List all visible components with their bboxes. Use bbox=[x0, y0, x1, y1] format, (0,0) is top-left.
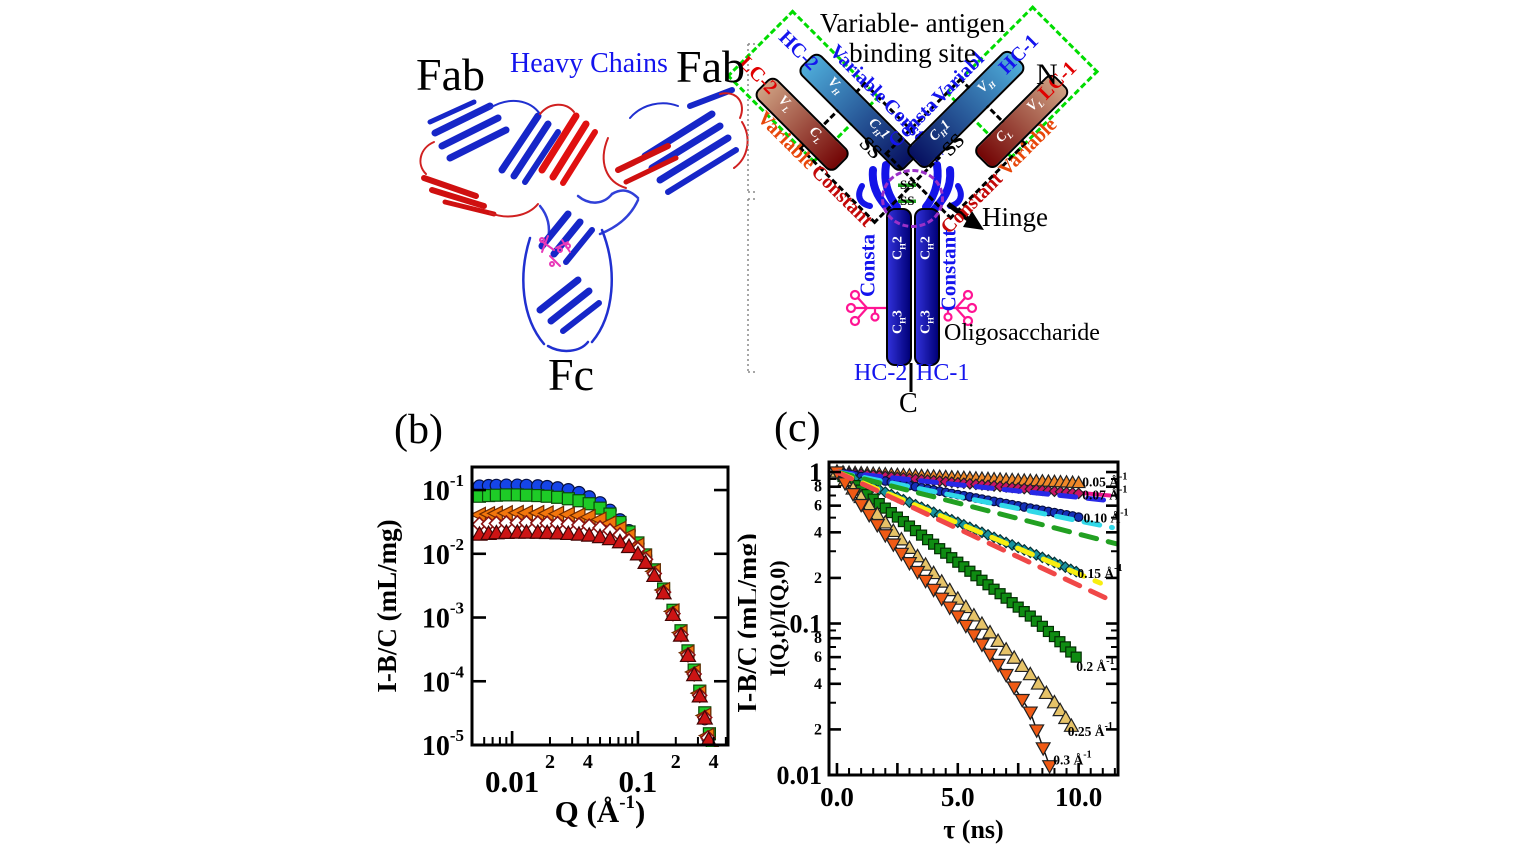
svg-text:8: 8 bbox=[814, 630, 822, 647]
schematic-title: Variable- antigen binding site bbox=[790, 8, 1035, 68]
hinge-arrow bbox=[946, 202, 984, 230]
heavy-chains-label: Heavy Chains bbox=[510, 48, 668, 79]
svg-text:8: 8 bbox=[814, 479, 822, 496]
ch2-domain-label: CH2 bbox=[918, 236, 936, 260]
svg-text:4: 4 bbox=[814, 676, 822, 693]
ch2-domain-label: CH2 bbox=[890, 236, 908, 260]
hc1-bottom-label: HC-1 bbox=[916, 360, 970, 386]
svg-text:1: 1 bbox=[809, 458, 822, 487]
hinge-label: Hinge bbox=[982, 202, 1048, 232]
fab-left-label: Fab bbox=[416, 49, 485, 100]
svg-text:4: 4 bbox=[583, 751, 593, 773]
cl-domain-label: CL bbox=[806, 123, 824, 147]
schematic-title-line1: Variable- antigen bbox=[819, 8, 1006, 38]
svg-text:10-5: 10-5 bbox=[422, 726, 464, 762]
oligosaccharide-label: Oligosaccharide bbox=[944, 320, 1100, 346]
svg-text:10-1: 10-1 bbox=[422, 471, 464, 507]
svg-text:I-B/C (mL/mg): I-B/C (mL/mg) bbox=[372, 519, 402, 692]
svg-text:10.0: 10.0 bbox=[1055, 782, 1102, 812]
svg-text:0.01: 0.01 bbox=[485, 764, 539, 799]
svg-text:0.01: 0.01 bbox=[777, 761, 823, 790]
svg-text:0.15 Å-1: 0.15 Å-1 bbox=[1077, 563, 1122, 581]
svg-text:0.25 Å-1: 0.25 Å-1 bbox=[1068, 721, 1113, 739]
vl-domain-label: VL bbox=[774, 92, 793, 116]
oligosaccharide-glycan-left bbox=[845, 289, 886, 327]
heavy-chain-stem-left: CH2 CH3 bbox=[886, 208, 912, 366]
svg-text:0.1: 0.1 bbox=[790, 610, 823, 639]
vh-domain-label: VH bbox=[824, 74, 842, 98]
svg-text:I(Q,t)/I(Q,0): I(Q,t)/I(Q,0) bbox=[765, 560, 790, 676]
panel-b-tag: (b) bbox=[394, 407, 443, 453]
fc-glycan-sticks bbox=[539, 235, 571, 267]
svg-text:2: 2 bbox=[671, 751, 681, 773]
svg-text:2: 2 bbox=[814, 721, 822, 738]
svg-text:6: 6 bbox=[814, 498, 822, 515]
schematic-title-line2: binding site bbox=[849, 38, 976, 69]
svg-text:10-4: 10-4 bbox=[422, 662, 465, 698]
hinge-disulfide-ellipse bbox=[881, 169, 944, 228]
hinge-ss-label-1: SS bbox=[898, 177, 917, 193]
svg-text:4: 4 bbox=[709, 751, 719, 773]
panel-c-tag: (c) bbox=[774, 405, 821, 451]
n-terminus-label: N bbox=[1036, 58, 1058, 91]
ch3-domain-label: CH3 bbox=[918, 310, 936, 334]
ch3-domain-label: CH3 bbox=[890, 310, 908, 334]
svg-text:5.0: 5.0 bbox=[941, 782, 975, 812]
svg-text:0.10 Å-1: 0.10 Å-1 bbox=[1083, 507, 1128, 525]
sans-intensity-chart: 0.01 2 4 0.1 2 4 10-1 10-2 10-3 10-4 10-5 I-B/C (mL… bbox=[372, 465, 730, 829]
c-terminus-label: C bbox=[899, 388, 918, 419]
fc-label: Fc bbox=[548, 349, 594, 400]
svg-text:10-3: 10-3 bbox=[422, 599, 464, 635]
svg-text:6: 6 bbox=[814, 649, 822, 666]
nse-relaxation-chart: 0.0 5.0 10.0186420.186420.01I(Q,t)/I(Q,0)τ… bbox=[765, 458, 1129, 844]
stem-constant-label-left: Consta bbox=[855, 234, 880, 298]
svg-text:4: 4 bbox=[814, 524, 822, 541]
svg-text:2: 2 bbox=[814, 570, 822, 587]
hc2-bottom-label: HC-2 bbox=[854, 360, 908, 386]
fab-right-label: Fab bbox=[676, 41, 745, 92]
svg-text:0.2 Å-1: 0.2 Å-1 bbox=[1076, 656, 1114, 674]
oligosaccharide-glycan-right bbox=[937, 289, 978, 327]
svg-text:0.07 Å-1: 0.07 Å-1 bbox=[1082, 485, 1127, 503]
svg-text:Q (Å-1): Q (Å-1) bbox=[555, 792, 646, 829]
series-layer bbox=[471, 478, 719, 747]
vh-domain-label: VH bbox=[974, 79, 998, 97]
svg-text:0.1: 0.1 bbox=[619, 764, 658, 799]
cropped-axis-label: I-B/C (mL/mg) bbox=[733, 533, 756, 713]
svg-text:0.3 Å-1: 0.3 Å-1 bbox=[1053, 749, 1091, 767]
svg-text:τ (ns): τ (ns) bbox=[943, 815, 1003, 844]
cl-domain-label: CL bbox=[993, 128, 1016, 146]
svg-text:0.05 Å-1: 0.05 Å-1 bbox=[1082, 472, 1127, 490]
svg-text:2: 2 bbox=[545, 751, 555, 773]
antibody-ribbon-structure bbox=[419, 87, 749, 353]
hinge-ss-label-2: SS bbox=[898, 193, 917, 209]
heavy-chain-stem-right: CH2 CH3 bbox=[914, 208, 940, 366]
stem-constant-label-right: Constant bbox=[936, 229, 961, 312]
svg-text:10-2: 10-2 bbox=[422, 535, 464, 571]
svg-text:0.0: 0.0 bbox=[820, 782, 854, 812]
